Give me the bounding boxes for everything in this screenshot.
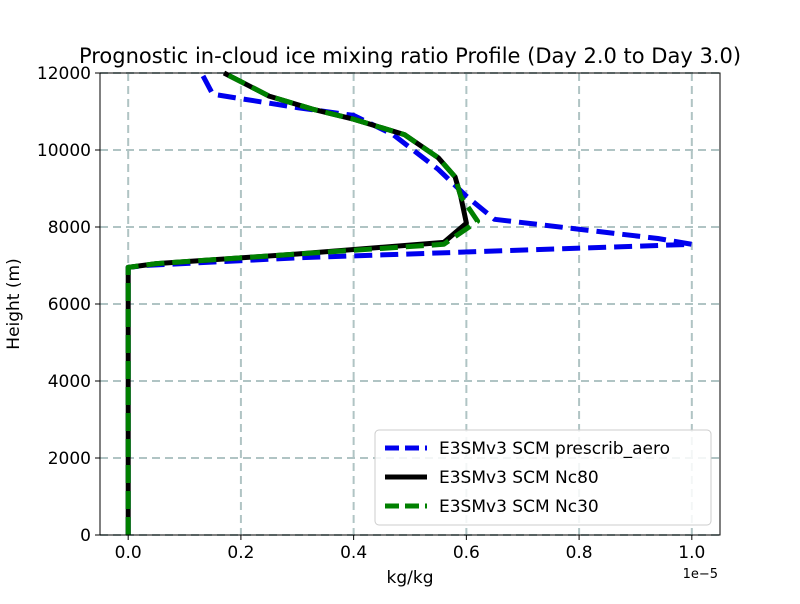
y-tick-label: 12000: [37, 64, 91, 84]
chart-title: Prognostic in-cloud ice mixing ratio Pro…: [79, 44, 741, 68]
y-axis-label: Height (m): [4, 258, 24, 349]
x-tick-label: 0.8: [566, 543, 593, 563]
y-tick-label: 2000: [48, 449, 91, 469]
series-line-3: [125, 70, 481, 535]
x-tick-label: 0.4: [340, 543, 367, 563]
x-axis-label: kg/kg: [387, 568, 434, 588]
legend-label: E3SMv3 SCM Nc80: [439, 468, 599, 488]
y-tick-label: 0: [80, 526, 91, 546]
x-tick-label: 1.0: [678, 543, 705, 563]
x-tick-label: 0.0: [115, 543, 142, 563]
legend: E3SMv3 SCM prescrib_aero E3SMv3 SCM Nc80 E…: [374, 429, 712, 526]
y-tick-label: 4000: [48, 372, 91, 392]
x-axis-offset-label: 1e−5: [683, 567, 718, 582]
x-tick-label: 0.6: [453, 543, 480, 563]
series-lines: [125, 70, 695, 535]
legend-label: E3SMv3 SCM prescrib_aero: [439, 439, 670, 459]
x-tick-label: 0.2: [227, 543, 254, 563]
y-tick-label: 8000: [48, 218, 91, 238]
y-tick-label: 10000: [37, 141, 91, 161]
legend-box: [374, 429, 712, 526]
axes: 0.0 0.2 0.4 0.6 0.8 1.0 0 2000 4000 6000 8000 10000…: [37, 64, 705, 563]
legend-label: E3SMv3 SCM Nc30: [439, 497, 599, 517]
y-tick-label: 6000: [48, 295, 91, 315]
